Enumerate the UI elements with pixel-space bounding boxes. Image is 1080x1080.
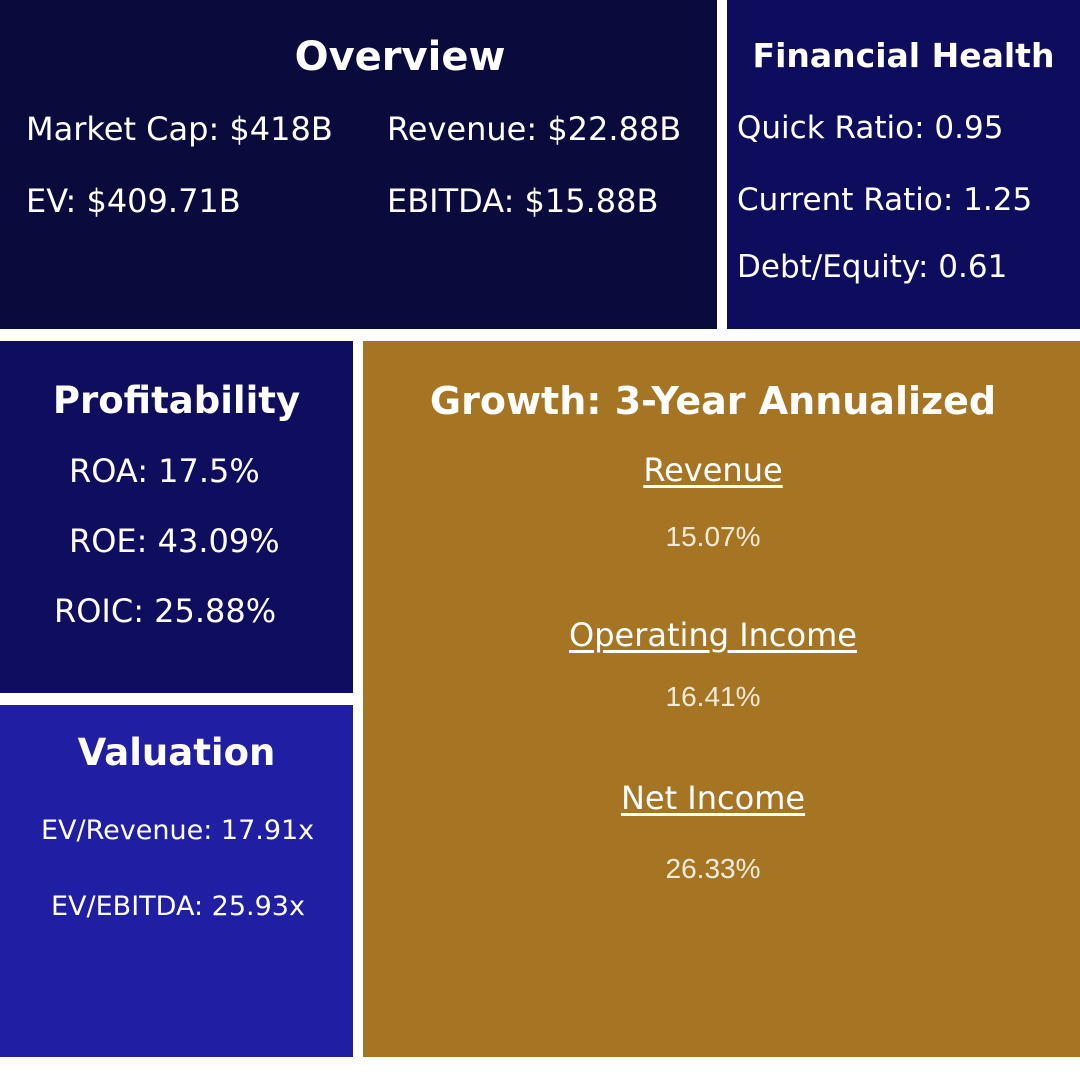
revenue-value: Revenue: $22.88B bbox=[387, 110, 682, 148]
ebitda-value: EBITDA: $15.88B bbox=[387, 182, 659, 220]
valuation-title: Valuation bbox=[77, 731, 276, 774]
roic-value: ROIC: 25.88% bbox=[54, 592, 277, 630]
ev-value: EV: $409.71B bbox=[26, 182, 241, 220]
financial-health-title: Financial Health bbox=[752, 36, 1055, 75]
growth-net-income-label: Net Income bbox=[620, 779, 806, 817]
roa-value: ROA: 17.5% bbox=[69, 452, 260, 490]
growth-operating-income-value: 16.41% bbox=[665, 681, 761, 712]
growth-revenue-label: Revenue bbox=[643, 451, 783, 489]
profitability-panel: Profitability ROA: 17.5% ROE: 43.09% ROI… bbox=[0, 341, 353, 693]
growth-net-income-value: 26.33% bbox=[665, 853, 761, 884]
ev-revenue-value: EV/Revenue: 17.91x bbox=[41, 815, 315, 846]
roe-value: ROE: 43.09% bbox=[69, 522, 280, 560]
growth-revenue-value: 15.07% bbox=[665, 521, 761, 552]
valuation-panel: Valuation EV/Revenue: 17.91x EV/EBITDA: … bbox=[0, 705, 353, 1057]
growth-title: Growth: 3-Year Annualized bbox=[429, 379, 997, 423]
debt-equity-value: Debt/Equity: 0.61 bbox=[737, 249, 1008, 285]
financial-health-panel: Financial Health Quick Ratio: 0.95 Curre… bbox=[727, 0, 1080, 329]
growth-panel: Growth: 3-Year Annualized Revenue 15.07%… bbox=[363, 341, 1080, 1057]
market-cap-value: Market Cap: $418B bbox=[26, 110, 333, 148]
current-ratio-value: Current Ratio: 1.25 bbox=[737, 182, 1033, 218]
growth-operating-income-label: Operating Income bbox=[569, 616, 857, 654]
quick-ratio-value: Quick Ratio: 0.95 bbox=[737, 110, 1004, 146]
overview-panel: Overview Market Cap: $418B Revenue: $22.… bbox=[0, 0, 717, 329]
ev-ebitda-value: EV/EBITDA: 25.93x bbox=[51, 891, 305, 922]
overview-title: Overview bbox=[294, 34, 506, 80]
profitability-title: Profitability bbox=[52, 379, 301, 422]
